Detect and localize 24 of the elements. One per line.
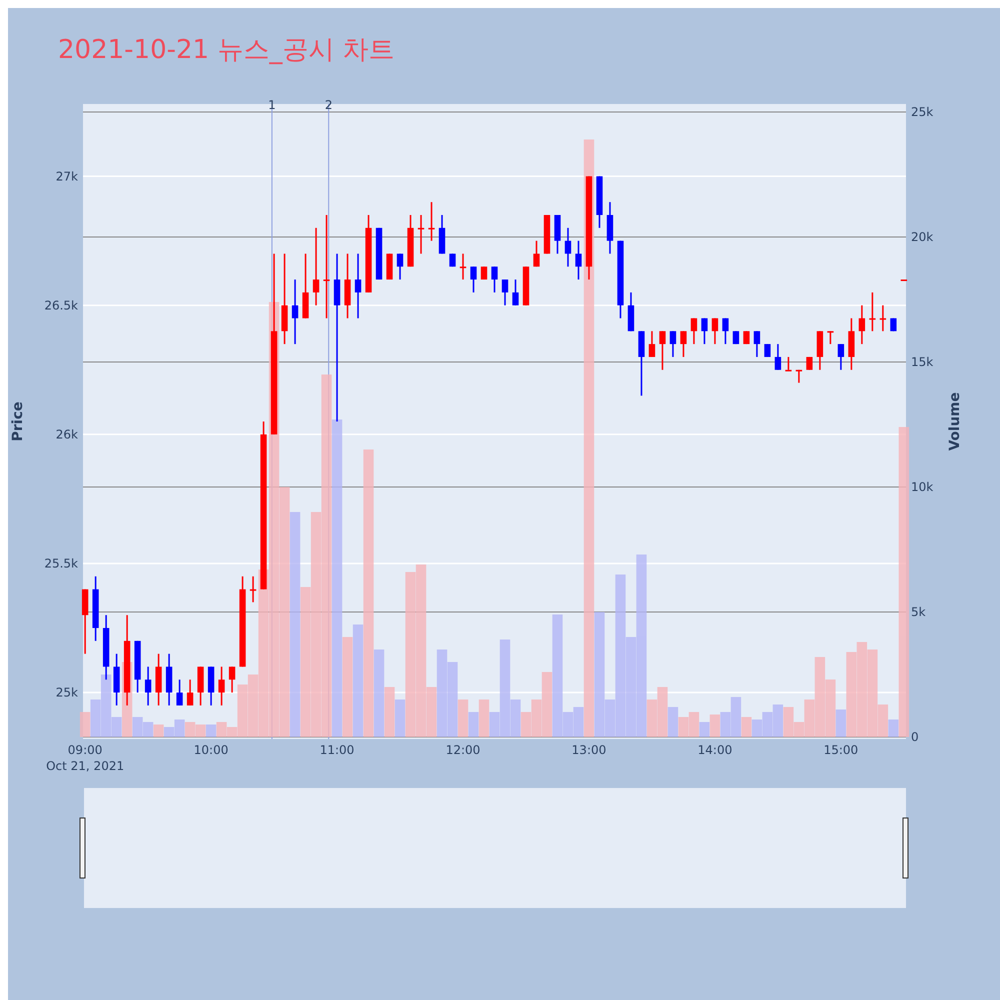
y2-tick-label: 10k xyxy=(911,480,934,494)
y-axis-title: Price xyxy=(10,402,26,442)
y-tick-label: 25k xyxy=(56,686,78,700)
x-tick-label: 13:00 xyxy=(572,743,606,757)
y-tick-label: 27k xyxy=(56,169,78,184)
y2-tick-label: 20k xyxy=(911,230,934,244)
x-tick-label: 11:00 xyxy=(320,743,354,757)
y2-axis-title: Volume xyxy=(947,392,963,451)
ref-line-label: 2 xyxy=(324,98,332,112)
x-tick-label: 14:00 xyxy=(698,743,732,757)
y2-tick-label: 5k xyxy=(911,605,926,620)
y-tick-label: 26.5k xyxy=(44,298,78,313)
x-tick-label: 09:00 xyxy=(68,743,102,757)
text: Oct 21, 2021 xyxy=(46,759,124,773)
x-tick-label: 10:00 xyxy=(194,743,228,757)
y2-tick-label: 15k xyxy=(911,355,934,370)
y-tick-label: 26k xyxy=(56,428,78,442)
x-tick-label: 15:00 xyxy=(824,743,858,757)
y2-tick-label: 25k xyxy=(911,105,934,120)
x-tick-label: 12:00 xyxy=(446,743,480,757)
y-tick-label: 25.5k xyxy=(44,556,78,571)
y2-tick-label: 0 xyxy=(911,730,919,744)
ref-line-label: 1 xyxy=(268,98,276,112)
chart-title: 2021-10-21 뉴스_공시 차트 xyxy=(58,35,395,65)
